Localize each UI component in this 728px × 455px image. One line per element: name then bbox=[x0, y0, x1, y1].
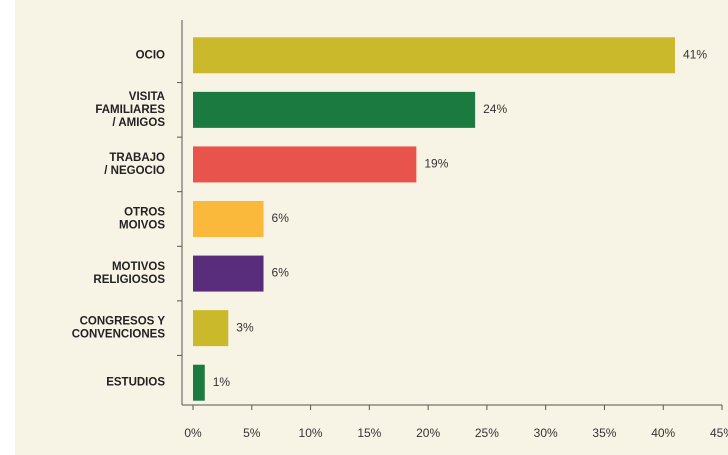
bar bbox=[193, 201, 264, 237]
y-tick-label: OTROS MOIVOS bbox=[119, 207, 165, 232]
x-tick-label: 35% bbox=[592, 426, 616, 440]
x-tick-label: 30% bbox=[534, 426, 558, 440]
x-tick-label: 5% bbox=[243, 426, 261, 440]
bar bbox=[193, 146, 417, 183]
bar bbox=[193, 91, 476, 128]
y-tick-label: CONGRESOS Y CONVENCIONES bbox=[72, 316, 166, 341]
bar bbox=[193, 37, 675, 74]
y-tick-label: VISITA FAMILIARES / AMIGOS bbox=[95, 91, 165, 129]
x-tick-label: 40% bbox=[651, 426, 675, 440]
x-tick-label: 10% bbox=[299, 426, 323, 440]
bar bbox=[193, 364, 205, 401]
value-label: 6% bbox=[272, 211, 290, 225]
bar bbox=[193, 255, 264, 292]
y-tick-label: ESTUDIOS bbox=[106, 377, 165, 389]
bar bbox=[193, 310, 229, 347]
y-tick-label: MOTIVOS RELIGIOSOS bbox=[93, 261, 165, 286]
x-tick-label: 25% bbox=[475, 426, 499, 440]
value-label: 3% bbox=[236, 320, 254, 334]
x-tick-label: 0% bbox=[184, 426, 202, 440]
y-tick-label: OCIO bbox=[136, 49, 165, 61]
value-label: 1% bbox=[213, 375, 231, 389]
value-label: 41% bbox=[683, 47, 707, 61]
value-label: 19% bbox=[424, 157, 448, 171]
value-label: 24% bbox=[483, 102, 507, 116]
value-label: 6% bbox=[272, 266, 290, 280]
y-tick-label: TRABAJO / NEGOCIO bbox=[104, 152, 165, 177]
background bbox=[15, 0, 728, 455]
x-tick-label: 20% bbox=[416, 426, 440, 440]
x-tick-label: 15% bbox=[357, 426, 381, 440]
x-tick-label: 45% bbox=[710, 426, 728, 440]
